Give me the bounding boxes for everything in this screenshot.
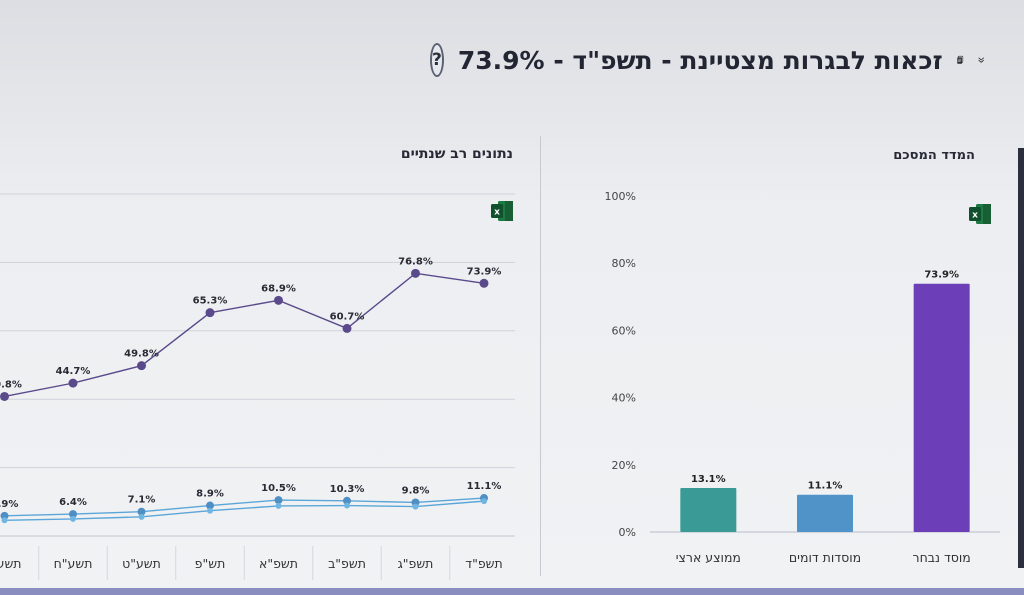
- y-tick-label: 100%: [605, 190, 636, 203]
- bar: [797, 494, 853, 532]
- y-tick-label: 20%: [612, 459, 636, 472]
- category-label: תשפ"א: [259, 556, 298, 571]
- y-tick-label: 40%: [612, 392, 636, 405]
- category-label: תש"פ: [195, 556, 226, 571]
- svg-text:x: x: [494, 208, 500, 218]
- data-point: [69, 510, 77, 519]
- chevron-double-down-icon[interactable]: [978, 49, 984, 71]
- series-line: [4, 500, 485, 521]
- svg-text:x: x: [972, 211, 978, 221]
- series-line: [4, 272, 485, 398]
- excel-export-icon[interactable]: x: [968, 203, 992, 225]
- multi-year-title: נתונים רב שנתיים: [400, 146, 513, 162]
- data-point: [0, 511, 9, 520]
- data-point: [342, 323, 352, 333]
- data-point: [206, 501, 214, 510]
- category-label: מוסדות דומים: [789, 550, 861, 565]
- data-point: [70, 515, 76, 522]
- category-label: ממוצע ארצי: [676, 550, 741, 565]
- y-tick-label: 80%: [612, 257, 636, 270]
- data-point: [481, 498, 487, 505]
- data-label: 9.8%: [402, 485, 430, 496]
- excel-export-icon[interactable]: x: [490, 200, 514, 222]
- data-label: 73.9%: [467, 266, 502, 277]
- data-label: 68.9%: [261, 283, 296, 294]
- scrollbar-vertical[interactable]: [1018, 148, 1024, 568]
- data-label: 49.8%: [124, 349, 159, 360]
- data-point: [137, 361, 146, 371]
- data-label: 60.7%: [330, 311, 365, 322]
- bar: [680, 487, 737, 532]
- data-label: 10.3%: [330, 484, 365, 495]
- summary-bar-chart: 0% 20% 40% 60% 80% 100% 73.9% מוסד נבחר 11.1% מוס…: [605, 190, 1000, 565]
- data-label: 10.5%: [261, 483, 296, 494]
- data-point: [68, 378, 78, 388]
- data-point: [411, 268, 420, 278]
- data-point: [343, 496, 351, 505]
- data-point: [275, 502, 282, 509]
- summary-title: המדד המסכם: [893, 148, 975, 163]
- data-label: 11.1%: [467, 481, 502, 492]
- series-line: [4, 497, 485, 517]
- y-tick-label: 0%: [619, 526, 636, 539]
- category-label: תשע"ח: [54, 556, 93, 571]
- data-point: [344, 502, 350, 509]
- data-point: [0, 391, 9, 401]
- help-button[interactable]: ?: [430, 43, 444, 77]
- data-point: [412, 503, 419, 510]
- help-icon: ?: [432, 50, 442, 70]
- bar-value-label: 11.1%: [808, 481, 843, 492]
- category-label: תשע"ט: [122, 556, 161, 571]
- panel-divider: [540, 136, 541, 576]
- document-icon[interactable]: [956, 46, 964, 74]
- category-label: תשפ"ג: [398, 556, 434, 571]
- data-label: 7.1%: [128, 495, 156, 506]
- page-title: זכאות לבגרות מצטיינת - תשפ"ד - 73.9%: [457, 45, 943, 75]
- data-point: [479, 278, 489, 288]
- data-label: 8.9%: [196, 489, 224, 500]
- category-label: תשע"ו: [0, 556, 22, 571]
- bar: [913, 283, 970, 532]
- bar-value-label: 13.1%: [691, 474, 726, 485]
- data-label: 76.8%: [398, 256, 433, 267]
- category-label: תשפ"ד: [465, 556, 502, 571]
- data-label: 44.7%: [56, 366, 91, 377]
- scrollbar-horizontal[interactable]: [0, 588, 1024, 595]
- data-point: [207, 507, 213, 514]
- page-header: ? זכאות לבגרות מצטיינת - תשפ"ד - 73.9%: [430, 38, 984, 82]
- multi-year-line-chart: תשע"ו תשע"ח תשע"ט תש"פ תשפ"א תשפ"ב תשפ"ג תשפ"ד 4…: [0, 193, 515, 580]
- category-label: תשפ"ב: [328, 556, 366, 571]
- data-point: [1, 517, 8, 524]
- data-point: [137, 507, 146, 516]
- data-label: 65.3%: [193, 296, 228, 307]
- data-point: [274, 496, 283, 505]
- y-tick-label: 60%: [612, 324, 636, 337]
- data-point: [205, 308, 215, 318]
- category-label: מוסד נבחר: [913, 550, 971, 565]
- bar-value-label: 73.9%: [924, 270, 959, 281]
- data-point: [138, 513, 145, 520]
- data-label: 40.8%: [0, 379, 22, 390]
- data-point: [274, 295, 283, 305]
- data-label: 5.9%: [0, 499, 18, 510]
- data-label: 6.4%: [59, 497, 87, 508]
